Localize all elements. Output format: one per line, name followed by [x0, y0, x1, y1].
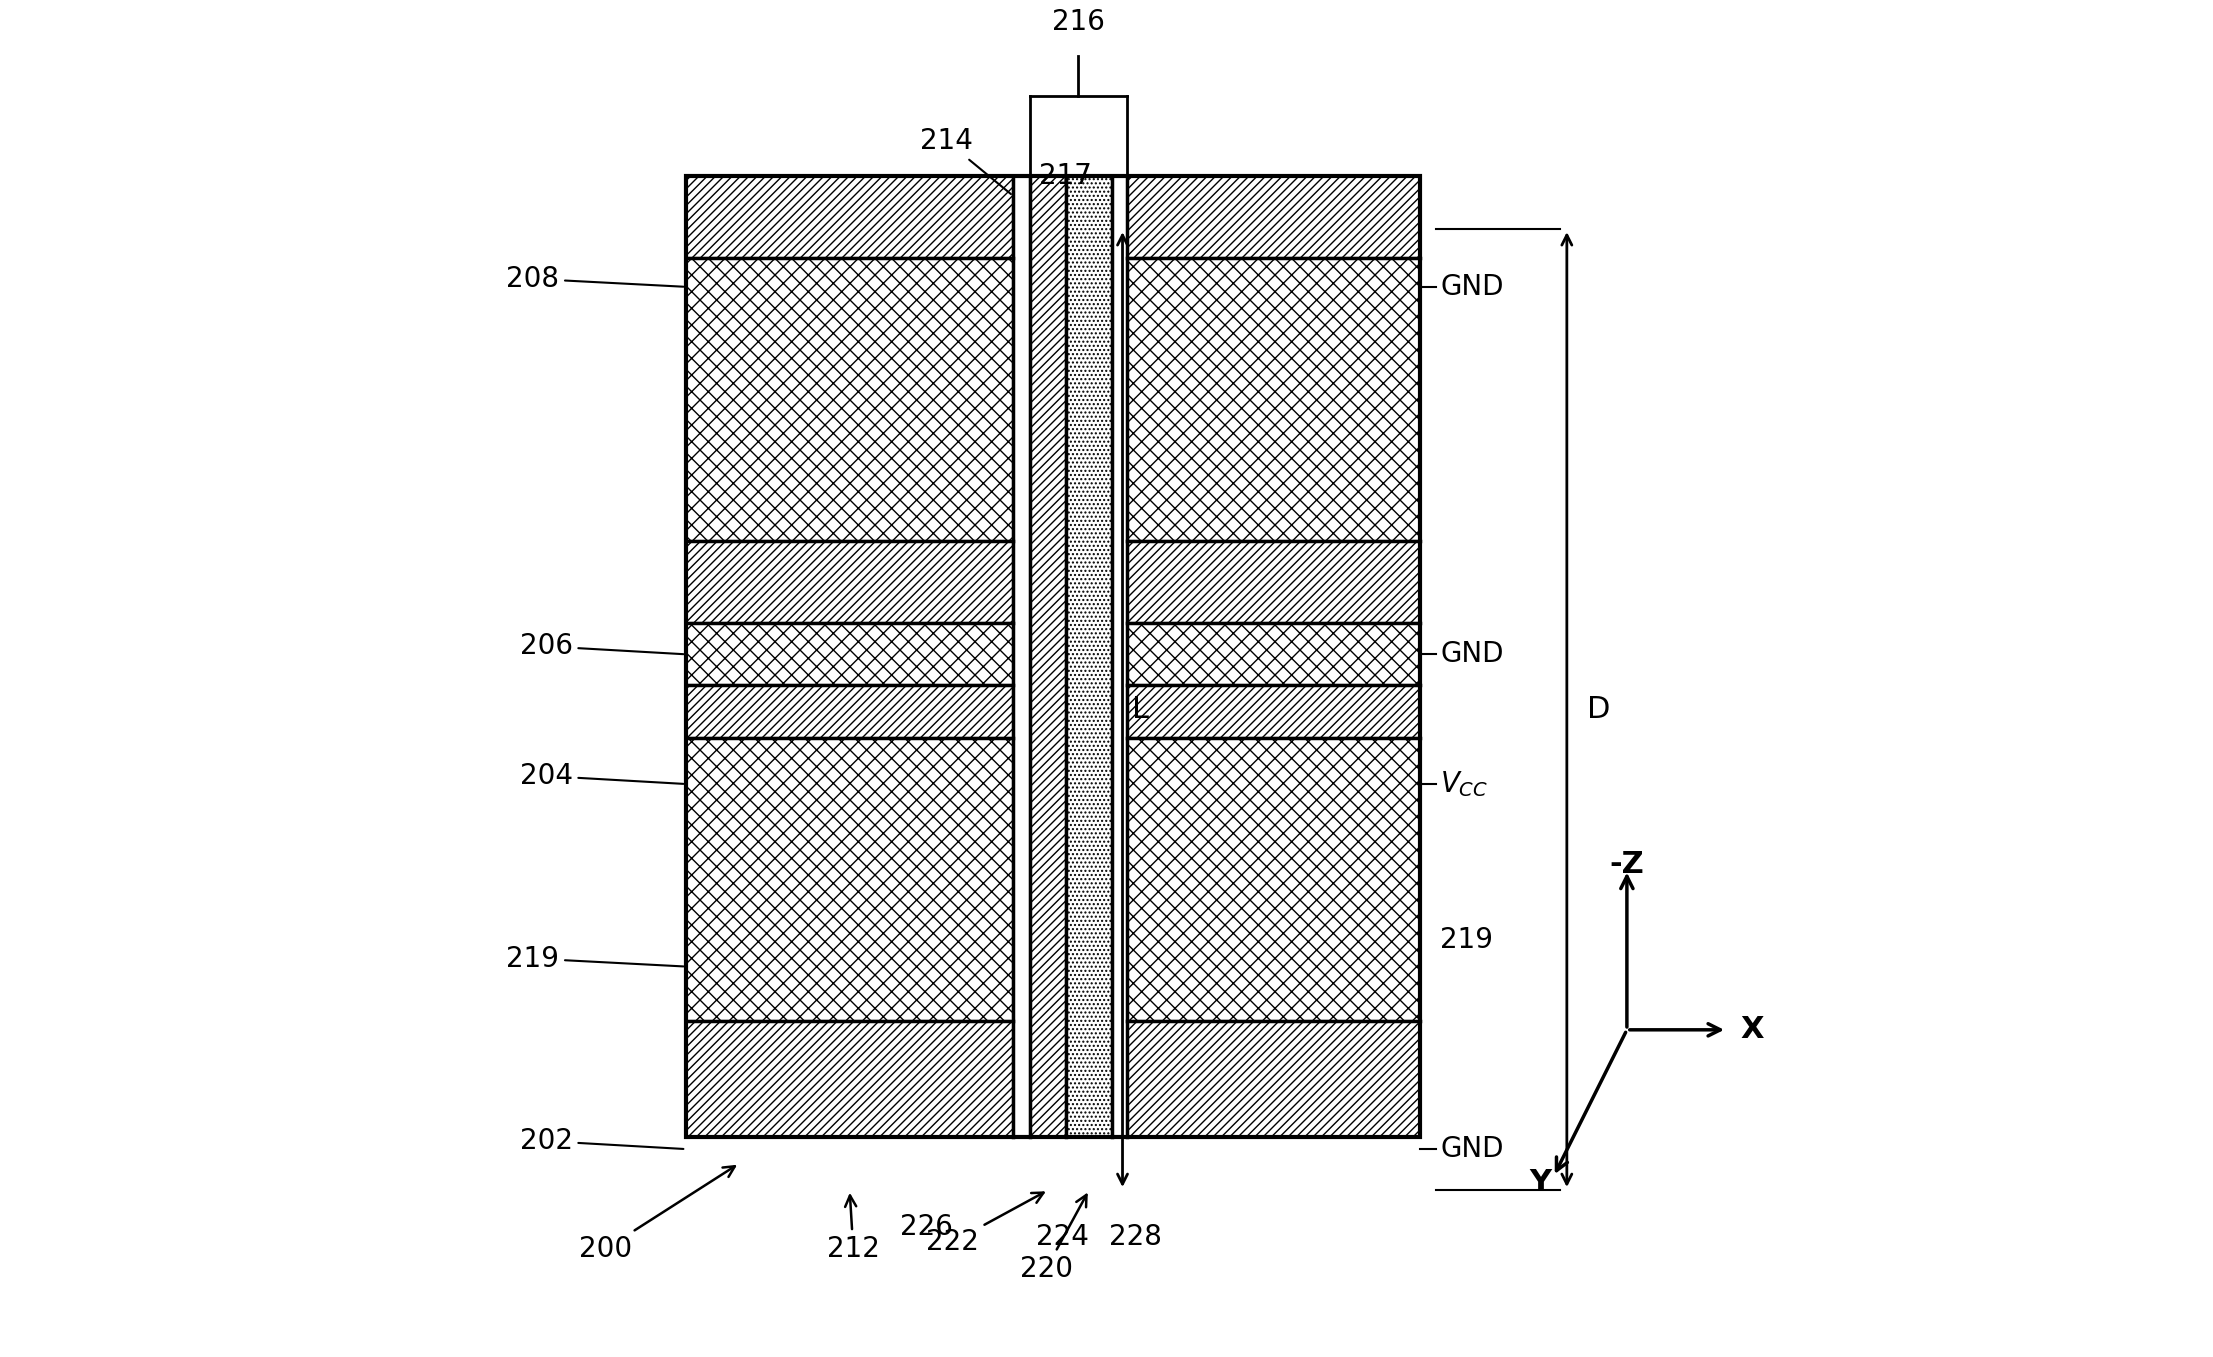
Text: 206: 206 — [520, 632, 684, 661]
Text: 219: 219 — [507, 944, 684, 973]
Bar — [1126, 738, 1421, 1022]
Text: 228: 228 — [1109, 1223, 1162, 1251]
Bar — [686, 176, 1421, 1137]
Bar — [686, 541, 1014, 623]
Text: GND: GND — [1441, 641, 1503, 669]
Text: X: X — [1739, 1015, 1764, 1045]
Text: -Z: -Z — [1609, 849, 1644, 879]
Text: Y: Y — [1529, 1167, 1551, 1197]
Text: 217: 217 — [1038, 163, 1091, 190]
Text: 214: 214 — [921, 128, 1011, 194]
Bar — [686, 258, 1014, 541]
Bar — [1126, 258, 1421, 541]
Bar — [686, 176, 1014, 258]
Bar — [1014, 176, 1031, 1137]
Bar — [1111, 176, 1126, 1137]
Text: 208: 208 — [507, 265, 684, 293]
Text: $V_{CC}$: $V_{CC}$ — [1441, 769, 1487, 799]
Text: 216: 216 — [1051, 8, 1104, 37]
Text: 204: 204 — [520, 763, 684, 790]
Text: 220: 220 — [1020, 1194, 1087, 1282]
Bar — [1126, 685, 1421, 738]
Bar — [1126, 623, 1421, 685]
Bar — [1031, 176, 1067, 1137]
Text: L: L — [1131, 695, 1149, 725]
Bar — [1126, 1022, 1421, 1137]
Bar — [1126, 176, 1421, 258]
Bar — [1126, 541, 1421, 623]
Text: D: D — [1587, 695, 1611, 725]
Bar — [686, 738, 1014, 1022]
Bar — [686, 623, 1014, 685]
Text: 224: 224 — [1036, 1223, 1089, 1251]
Text: 219: 219 — [1441, 925, 1494, 954]
Bar — [686, 685, 1014, 738]
Text: 226: 226 — [901, 1213, 952, 1242]
Text: 222: 222 — [927, 1193, 1045, 1257]
Text: GND: GND — [1441, 273, 1503, 301]
Bar — [686, 1022, 1014, 1137]
Text: 202: 202 — [520, 1128, 684, 1155]
Text: 200: 200 — [580, 1166, 735, 1262]
Bar — [1067, 176, 1111, 1137]
Text: GND: GND — [1441, 1134, 1503, 1163]
Text: 212: 212 — [828, 1196, 879, 1262]
